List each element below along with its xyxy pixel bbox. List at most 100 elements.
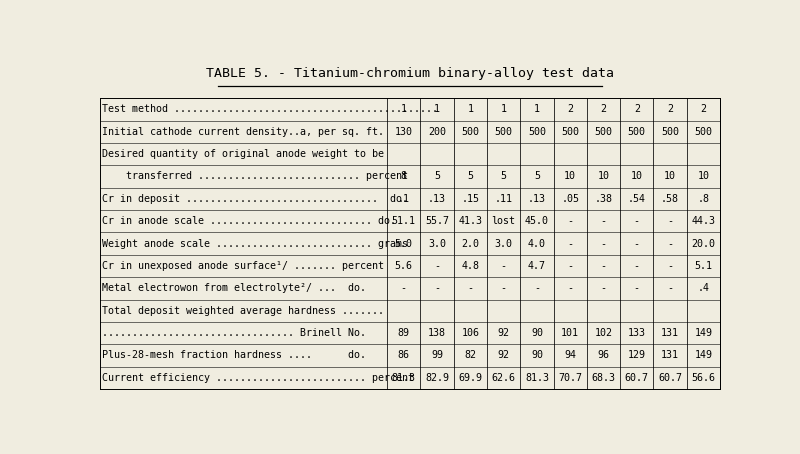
Text: 2: 2	[700, 104, 706, 114]
Text: .15: .15	[462, 194, 479, 204]
Text: .1: .1	[398, 194, 410, 204]
Text: 99: 99	[431, 350, 443, 360]
Text: -: -	[567, 283, 573, 293]
Text: 500: 500	[628, 127, 646, 137]
Text: 10: 10	[698, 172, 710, 182]
Text: 56.6: 56.6	[691, 373, 715, 383]
Text: .11: .11	[494, 194, 513, 204]
Text: 94: 94	[564, 350, 576, 360]
Text: .4: .4	[698, 283, 710, 293]
Text: 5: 5	[501, 172, 506, 182]
Text: -: -	[567, 239, 573, 249]
Text: 68.3: 68.3	[591, 373, 615, 383]
Text: 86: 86	[398, 350, 410, 360]
Text: 500: 500	[594, 127, 613, 137]
Text: 96: 96	[598, 350, 610, 360]
Text: -: -	[501, 261, 506, 271]
Text: 500: 500	[694, 127, 712, 137]
Text: 4.0: 4.0	[528, 239, 546, 249]
Text: TABLE 5. - Titanium-chromium binary-alloy test data: TABLE 5. - Titanium-chromium binary-allo…	[206, 67, 614, 80]
Text: -: -	[601, 261, 606, 271]
Text: -: -	[667, 239, 673, 249]
Text: Metal electrowon from electrolyte²/ ...  do.: Metal electrowon from electrolyte²/ ... …	[102, 283, 366, 293]
Text: 129: 129	[628, 350, 646, 360]
Text: 138: 138	[428, 328, 446, 338]
Text: 69.9: 69.9	[458, 373, 482, 383]
Text: Cr in anode scale ........................... do.: Cr in anode scale ......................…	[102, 216, 396, 226]
Text: -: -	[634, 216, 640, 226]
Text: -: -	[667, 283, 673, 293]
Text: -: -	[434, 283, 440, 293]
Text: 82: 82	[464, 350, 476, 360]
Text: -: -	[467, 283, 474, 293]
Text: 2: 2	[601, 104, 606, 114]
Text: 102: 102	[594, 328, 613, 338]
Text: -: -	[667, 216, 673, 226]
Text: 149: 149	[694, 328, 712, 338]
Text: 2.0: 2.0	[462, 239, 479, 249]
Text: 2: 2	[667, 104, 673, 114]
Text: 1: 1	[501, 104, 506, 114]
Text: 3.0: 3.0	[494, 239, 513, 249]
Text: .38: .38	[594, 194, 613, 204]
Text: -: -	[567, 216, 573, 226]
Text: 2: 2	[634, 104, 640, 114]
Text: 101: 101	[561, 328, 579, 338]
Text: 8: 8	[401, 172, 406, 182]
Text: -: -	[667, 261, 673, 271]
Text: 89: 89	[398, 328, 410, 338]
Text: .54: .54	[628, 194, 646, 204]
Text: 200: 200	[428, 127, 446, 137]
Text: 81.3: 81.3	[392, 373, 416, 383]
Text: 92: 92	[498, 328, 510, 338]
Text: 82.9: 82.9	[425, 373, 449, 383]
Text: -: -	[634, 239, 640, 249]
Text: 130: 130	[394, 127, 413, 137]
Text: -: -	[401, 283, 406, 293]
Text: -: -	[634, 261, 640, 271]
Text: 70.7: 70.7	[558, 373, 582, 383]
Text: -: -	[567, 261, 573, 271]
Text: ................................ Brinell No.: ................................ Brinell…	[102, 328, 366, 338]
Text: -: -	[601, 239, 606, 249]
Text: 5.0: 5.0	[394, 239, 413, 249]
Text: Test method ............................................: Test method ............................…	[102, 104, 438, 114]
Text: 131: 131	[661, 328, 679, 338]
Text: 500: 500	[462, 127, 479, 137]
Text: 20.0: 20.0	[691, 239, 715, 249]
Text: 44.3: 44.3	[691, 216, 715, 226]
Text: 500: 500	[561, 127, 579, 137]
Text: 92: 92	[498, 350, 510, 360]
Text: Current efficiency ......................... percent: Current efficiency .....................…	[102, 373, 414, 383]
Text: 500: 500	[661, 127, 679, 137]
Text: Cr in deposit ................................  do.: Cr in deposit ..........................…	[102, 194, 408, 204]
Text: 5.1: 5.1	[694, 261, 712, 271]
Text: 10: 10	[630, 172, 642, 182]
Text: transferred ........................... percent: transferred ........................... …	[102, 172, 408, 182]
Text: 5: 5	[467, 172, 474, 182]
Text: 1: 1	[467, 104, 474, 114]
Text: 41.3: 41.3	[458, 216, 482, 226]
Text: lost: lost	[491, 216, 515, 226]
Text: Total deposit weighted average hardness .......: Total deposit weighted average hardness …	[102, 306, 384, 316]
Text: 90: 90	[531, 350, 543, 360]
Text: Plus-28-mesh fraction hardness ....      do.: Plus-28-mesh fraction hardness .... do.	[102, 350, 366, 360]
Text: 62.6: 62.6	[491, 373, 515, 383]
Text: -: -	[634, 283, 640, 293]
Text: Weight anode scale .......................... grams: Weight anode scale .....................…	[102, 239, 408, 249]
Text: .13: .13	[428, 194, 446, 204]
Text: 106: 106	[462, 328, 479, 338]
Text: -: -	[501, 283, 506, 293]
Text: Desired quantity of original anode weight to be: Desired quantity of original anode weigh…	[102, 149, 384, 159]
Text: 149: 149	[694, 350, 712, 360]
Text: 4.8: 4.8	[462, 261, 479, 271]
Text: 1: 1	[401, 104, 406, 114]
Text: 131: 131	[661, 350, 679, 360]
Text: -: -	[601, 216, 606, 226]
Text: -: -	[601, 283, 606, 293]
Text: 55.7: 55.7	[425, 216, 449, 226]
Text: 500: 500	[528, 127, 546, 137]
Text: .8: .8	[698, 194, 710, 204]
Text: 10: 10	[664, 172, 676, 182]
Text: 60.7: 60.7	[625, 373, 649, 383]
